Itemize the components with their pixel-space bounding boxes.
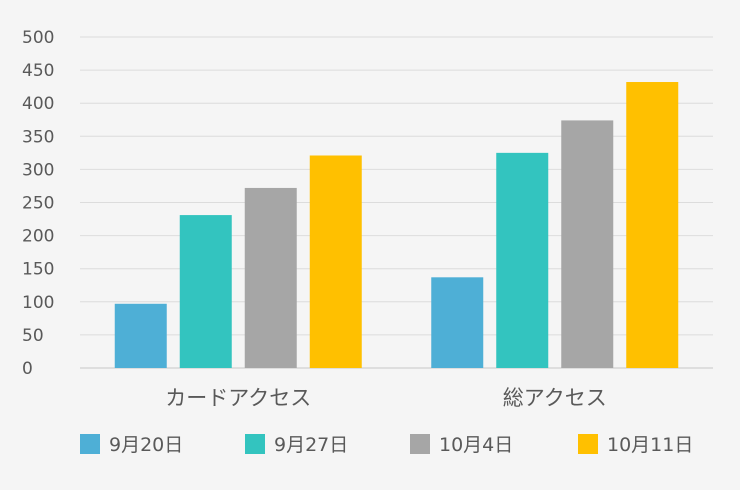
legend-label: 10月11日 — [607, 434, 693, 456]
legend-swatch — [578, 434, 598, 454]
bar-4-2 — [626, 82, 679, 369]
y-axis-tick-labels: 0 50 100 150 200 250 300 350 400 450 500 — [22, 28, 54, 379]
y-tick-label: 350 — [22, 127, 54, 147]
bar-3-2 — [561, 120, 614, 368]
legend-item: 9月20日 — [80, 434, 183, 456]
y-tick-label: 0 — [22, 359, 33, 379]
y-tick-label: 500 — [22, 28, 54, 48]
legend-label: 10月4日 — [439, 434, 513, 456]
legend-item: 10月4日 — [410, 434, 513, 456]
legend: 9月20日 9月27日 10月4日 10月11日 — [80, 434, 693, 456]
legend-item: 10月11日 — [578, 434, 693, 456]
y-tick-label: 200 — [22, 227, 54, 247]
bars — [114, 82, 679, 369]
bar-1-2 — [431, 277, 484, 368]
y-tick-label: 250 — [22, 194, 54, 214]
y-tick-label: 400 — [22, 94, 54, 114]
x-category-label: 総アクセス — [503, 386, 607, 410]
bar-2-1 — [179, 215, 232, 368]
gridlines — [80, 36, 713, 369]
x-category-label: カードアクセス — [165, 386, 311, 410]
legend-swatch — [80, 434, 100, 454]
bar-1-1 — [114, 303, 167, 368]
legend-label: 9月20日 — [109, 434, 183, 456]
y-tick-label: 150 — [22, 260, 54, 280]
y-tick-label: 100 — [22, 293, 54, 313]
x-axis-category-labels: カードアクセス 総アクセス — [165, 386, 606, 410]
y-tick-label: 300 — [22, 160, 54, 180]
legend-label: 9月27日 — [274, 434, 348, 456]
legend-item: 9月27日 — [245, 434, 348, 456]
y-tick-label: 50 — [22, 326, 44, 346]
bar-2-2 — [496, 152, 549, 368]
bar-4-1 — [309, 155, 362, 368]
legend-swatch — [245, 434, 265, 454]
bar-3-1 — [244, 187, 297, 368]
legend-swatch — [410, 434, 430, 454]
y-tick-label: 450 — [22, 61, 54, 81]
